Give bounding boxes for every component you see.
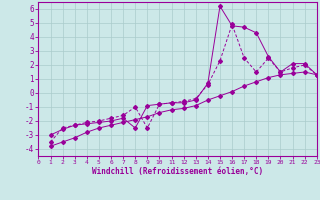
X-axis label: Windchill (Refroidissement éolien,°C): Windchill (Refroidissement éolien,°C): [92, 167, 263, 176]
